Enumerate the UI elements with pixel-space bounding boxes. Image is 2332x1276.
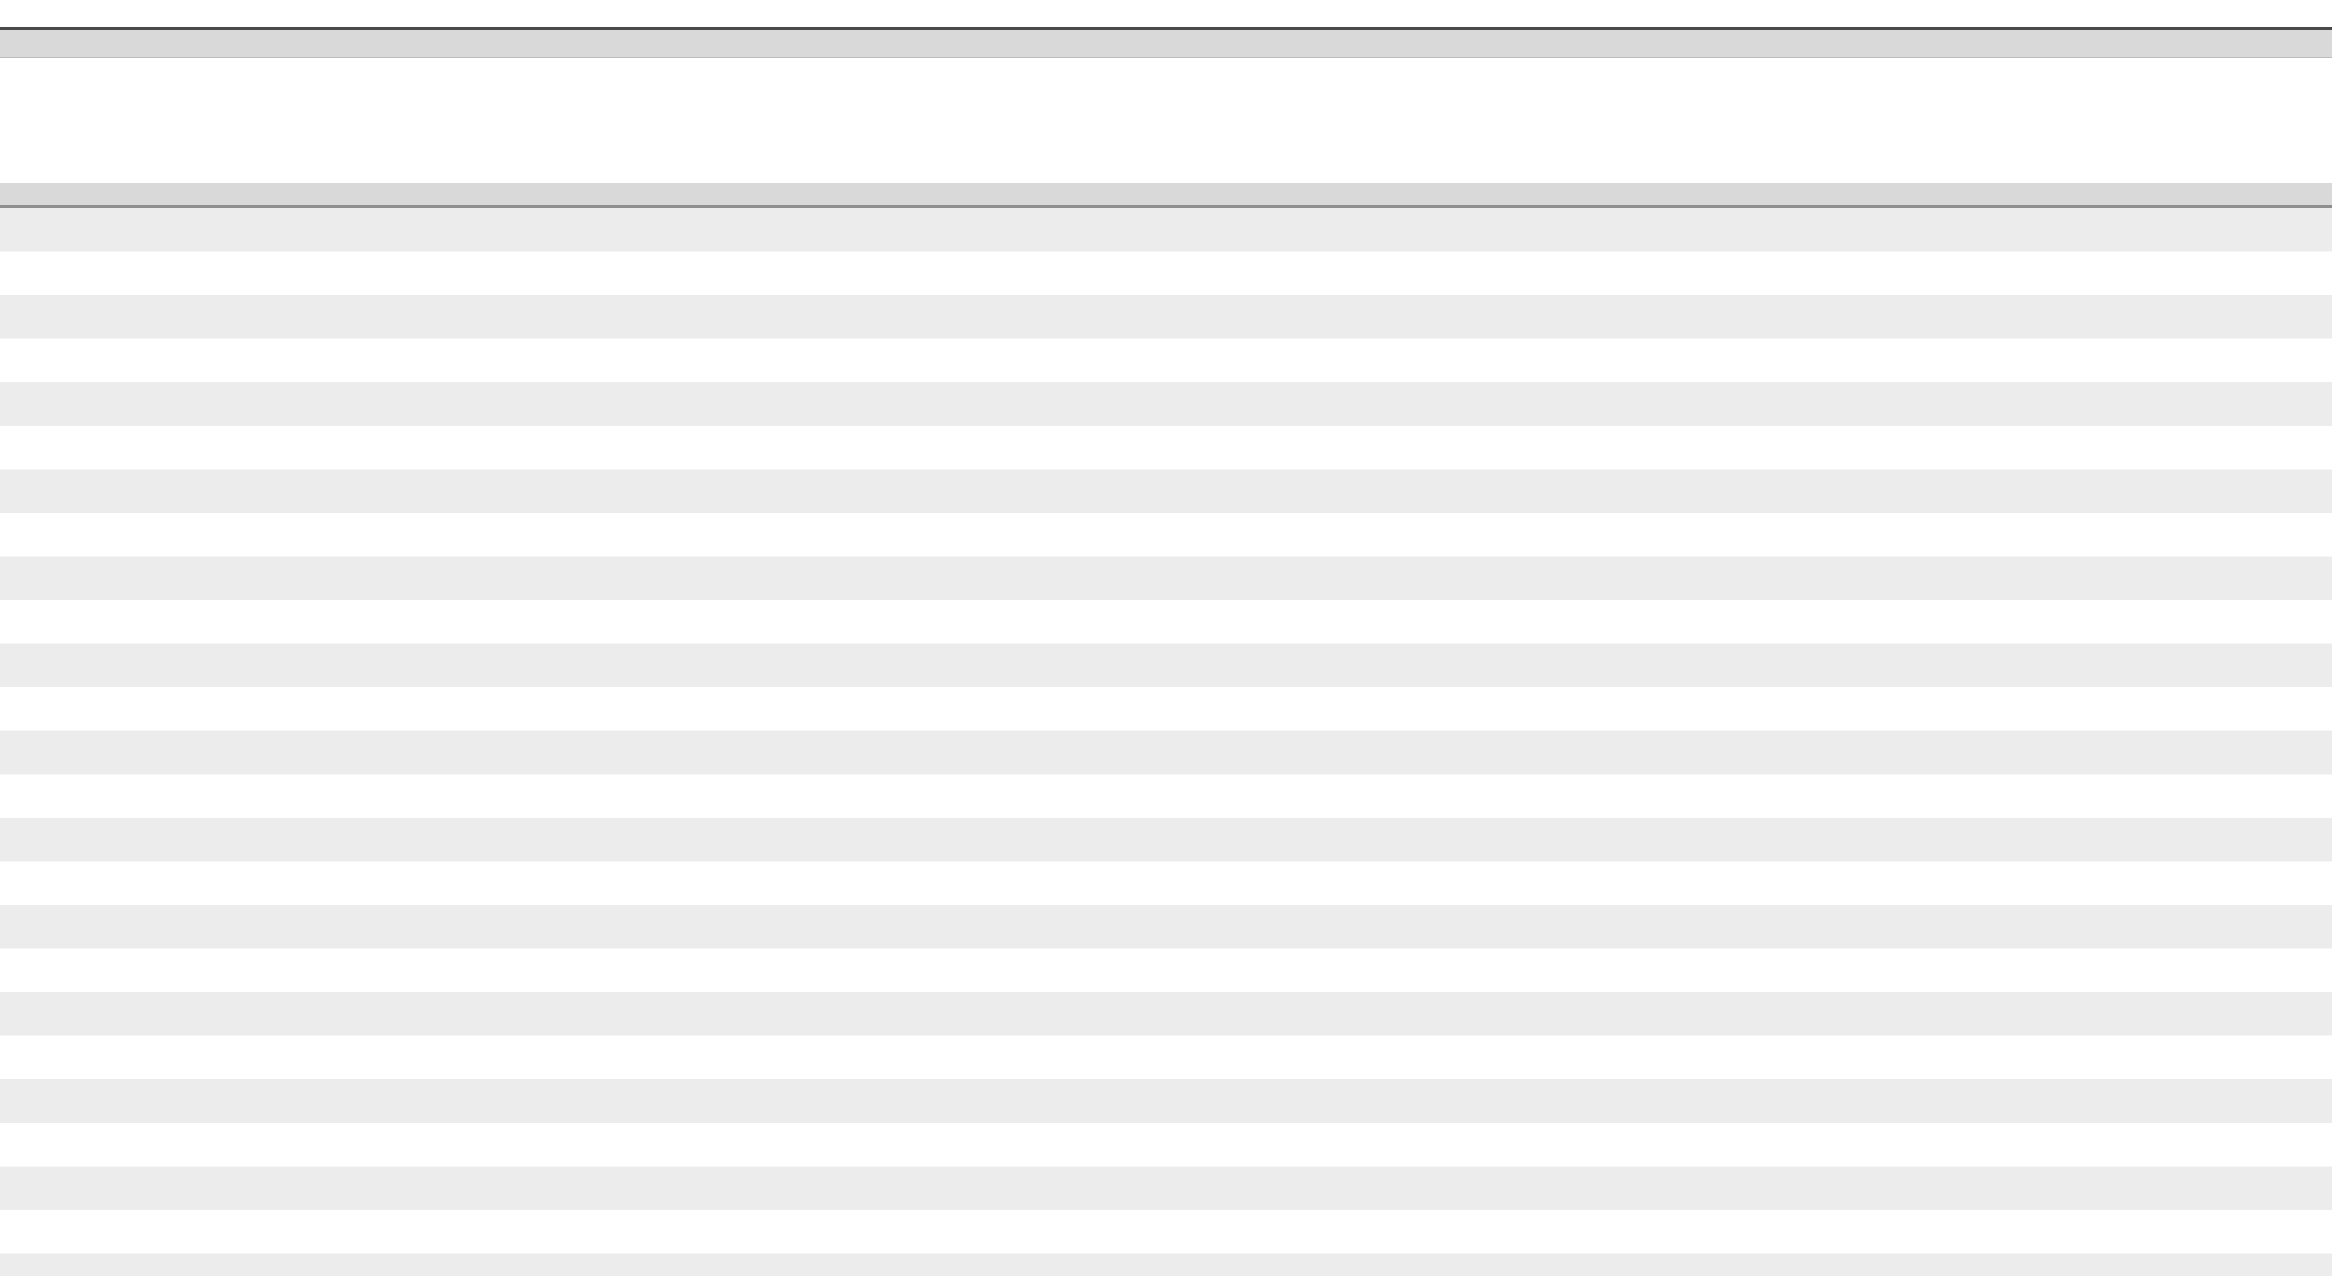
time-ruler[interactable] bbox=[0, 0, 2332, 30]
track-divider-mid bbox=[0, 183, 2332, 205]
track-divider-top bbox=[0, 30, 2332, 58]
thread-rows-background bbox=[0, 208, 2332, 1276]
ruler-baseline bbox=[0, 27, 2332, 30]
track-divider-line bbox=[0, 205, 2332, 208]
